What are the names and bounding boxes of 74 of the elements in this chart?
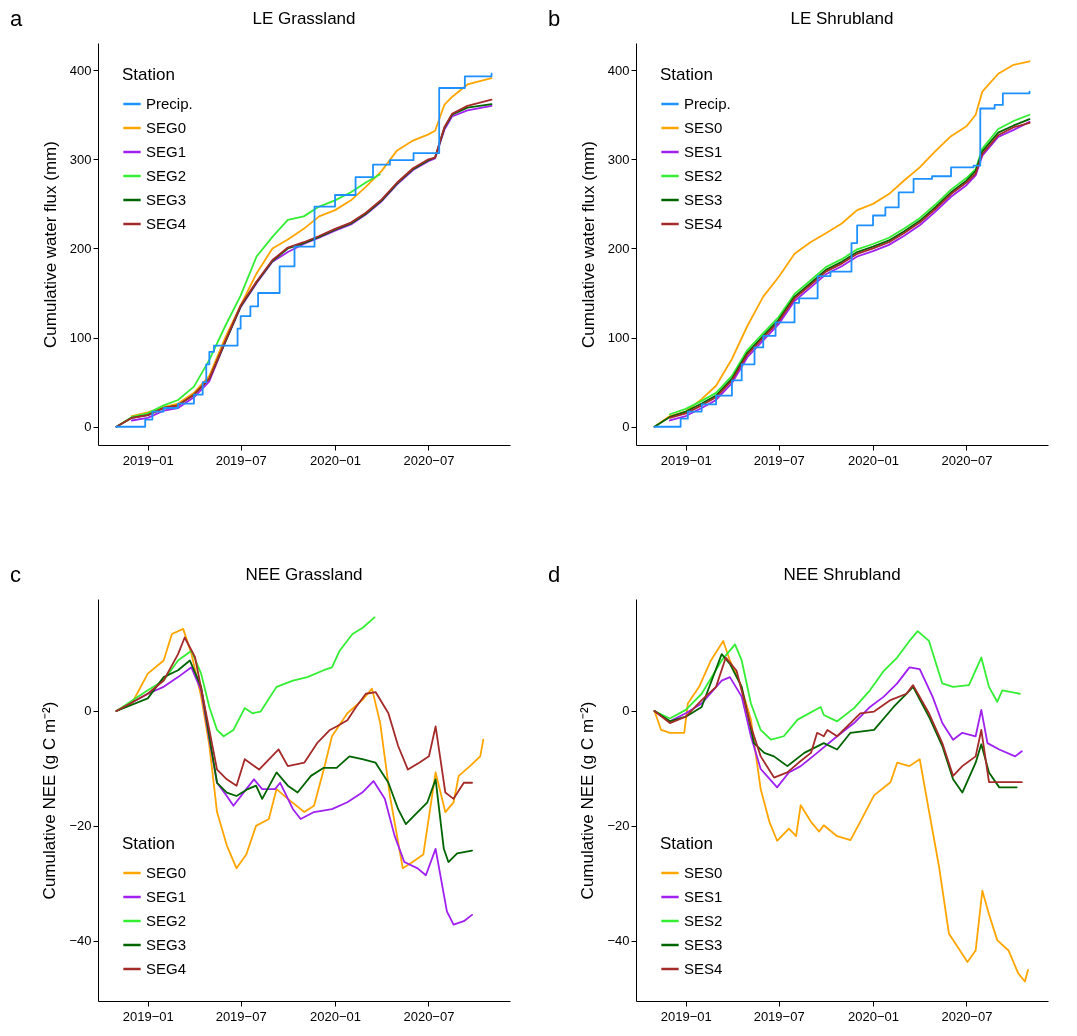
line-series [653,630,1021,741]
legend-label: SES4 [684,215,723,232]
legend-label: SEG1 [146,888,187,905]
x-tick-label: 2019−07 [215,452,267,468]
x-tick-label: 2020−07 [941,452,993,468]
y-tick-label: 0 [84,703,92,719]
y-tick-label: 0 [84,419,92,435]
legend-label: SEG2 [146,167,187,184]
y-tick-label: −40 [69,933,92,949]
legend-title: Station [660,65,713,84]
x-tick-label: 2019−01 [660,1008,712,1024]
y-tick-label: 0 [622,419,630,435]
y-tick-label: 200 [607,240,630,256]
x-tick-label: 2019−07 [753,452,805,468]
chart-title: NEE Grassland [245,565,363,584]
legend-label: SES2 [684,167,723,184]
line-series [653,640,1029,983]
x-tick-label: 2020−01 [848,452,900,468]
y-axis-title: Cumulative water flux (mm) [40,141,60,348]
y-tick-label: 400 [607,62,630,78]
legend-label: SES1 [684,143,723,160]
legend-label: SES0 [684,864,723,881]
x-tick-label: 2020−07 [403,1008,455,1024]
y-tick-label: 100 [69,330,92,346]
y-tick-label: −20 [607,818,630,834]
y-tick-label: 300 [69,151,92,167]
legend-label: SES3 [684,936,723,953]
x-tick-label: 2020−07 [941,1008,993,1024]
legend-label: SES4 [684,960,723,977]
line-series [115,659,473,863]
x-tick-label: 2019−07 [215,1008,267,1024]
x-tick-label: 2020−01 [310,1008,362,1024]
legend-label: SEG4 [146,215,187,232]
legend-label: SEG0 [146,119,187,136]
x-tick-label: 2020−01 [310,452,362,468]
legend-title: Station [660,834,713,853]
y-tick-label: −40 [607,933,630,949]
legend-title: Station [122,65,175,84]
text: b [548,6,561,31]
legend-label: Precip. [146,95,193,112]
legend-title: Station [122,834,175,853]
x-tick-label: 2019−01 [122,1008,174,1024]
text: a [10,6,23,31]
legend-label: SEG1 [146,143,187,160]
legend-label: SEG3 [146,191,187,208]
line-series [115,636,473,800]
legend-label: SES3 [684,191,723,208]
legend-label: SES2 [684,912,723,929]
legend-label: SEG3 [146,936,187,953]
chart-title: LE Grassland [252,9,356,28]
y-tick-label: 100 [607,330,630,346]
legend-label: SES1 [684,888,723,905]
legend-label: Precip. [684,95,731,112]
y-tick-label: −20 [69,818,92,834]
x-tick-label: 2019−01 [122,452,174,468]
y-tick-label: 200 [69,240,92,256]
chart-title: NEE Shrubland [783,565,901,584]
y-axis-title: Cumulative water flux (mm) [578,141,598,348]
text: c [10,562,21,587]
legend-label: SEG0 [146,864,187,881]
chart-title: LE Shrubland [790,9,894,28]
x-tick-label: 2019−07 [753,1008,805,1024]
x-tick-label: 2020−07 [403,452,455,468]
legend-label: SEG4 [146,960,187,977]
y-tick-label: 400 [69,62,92,78]
y-tick-label: 300 [607,151,630,167]
legend-label: SES0 [684,119,723,136]
text: d [548,562,561,587]
x-tick-label: 2020−01 [848,1008,900,1024]
y-axis-title: Cumulative NEE (g C m⁻²) [40,701,60,900]
x-tick-label: 2019−01 [660,452,712,468]
legend-label: SEG2 [146,912,187,929]
y-axis-title: Cumulative NEE (g C m⁻²) [578,701,598,900]
y-tick-label: 0 [622,703,630,719]
